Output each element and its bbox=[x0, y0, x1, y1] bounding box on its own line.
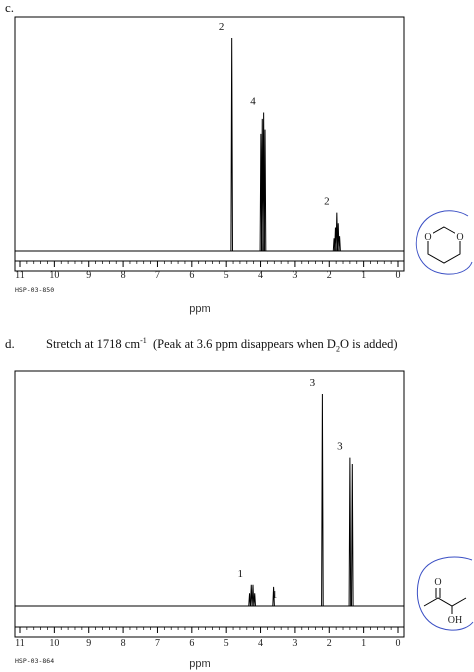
atom-o-carbonyl: O bbox=[434, 577, 441, 588]
x-tick-label-d-4: 7 bbox=[155, 638, 160, 649]
x-tick-label-d-7: 4 bbox=[258, 638, 263, 649]
x-tick-label-d-3: 8 bbox=[121, 638, 126, 649]
x-tick-label-c-0: 11 bbox=[15, 270, 25, 281]
annotation-circle-d bbox=[416, 556, 474, 631]
x-tick-label-c-11: 0 bbox=[396, 270, 401, 281]
spectrum-d-xlabel: ppm bbox=[189, 658, 210, 670]
spectrum-c-frame bbox=[14, 16, 405, 272]
spectrum-d-frame bbox=[14, 370, 405, 638]
x-tick-label-d-9: 2 bbox=[327, 638, 332, 649]
peak-d-4 bbox=[272, 586, 275, 607]
x-tick-label-c-10: 1 bbox=[361, 270, 366, 281]
peak-annotation-c-2: 2 bbox=[324, 196, 330, 208]
description-exponent: -1 bbox=[140, 336, 147, 345]
spectrum-d-code: HSP-03-864 bbox=[15, 657, 54, 665]
x-tick-label-d-0: 11 bbox=[15, 638, 25, 649]
x-tick-label-d-1: 10 bbox=[49, 638, 59, 649]
x-tick-label-d-10: 1 bbox=[361, 638, 366, 649]
description-prefix: Stretch at 1718 cm bbox=[46, 337, 141, 352]
peak-c-9 bbox=[338, 236, 341, 252]
atom-oh: OH bbox=[448, 615, 462, 626]
part-d-label: d. bbox=[5, 336, 15, 351]
x-tick-label-d-5: 6 bbox=[189, 638, 194, 649]
spectrum-c-xlabel: ppm bbox=[189, 303, 210, 315]
description-suffix: O is added) bbox=[339, 337, 398, 352]
x-tick-label-c-5: 6 bbox=[189, 270, 194, 281]
peak-d-2 bbox=[251, 584, 255, 607]
x-tick-label-c-3: 8 bbox=[121, 270, 126, 281]
x-tick-label-d-2: 9 bbox=[86, 638, 91, 649]
structure-c: O O bbox=[415, 210, 473, 275]
peak-annotation-d-2: 3 bbox=[310, 377, 316, 389]
peak-annotation-d-3: 3 bbox=[337, 441, 343, 453]
description-middle: (Peak at 3.6 ppm disappears when D bbox=[146, 337, 336, 352]
x-tick-label-c-4: 7 bbox=[155, 270, 160, 281]
atom-mask-2 bbox=[423, 231, 433, 241]
part-d-description: Stretch at 1718 cm-1 (Peak at 3.6 ppm di… bbox=[46, 336, 398, 354]
peak-d-7 bbox=[350, 463, 354, 607]
atom-o-left: O bbox=[424, 232, 431, 243]
peak-c-4 bbox=[263, 129, 267, 252]
part-c-label: c. bbox=[5, 0, 15, 15]
x-tick-label-d-8: 3 bbox=[292, 638, 297, 649]
atom-mask-1 bbox=[455, 231, 465, 241]
peak-d-3 bbox=[253, 593, 257, 607]
x-tick-label-c-7: 4 bbox=[258, 270, 263, 281]
peak-c-0 bbox=[230, 37, 233, 252]
peak-annotation-c-0: 2 bbox=[219, 21, 225, 33]
skeleton-bonds bbox=[423, 597, 467, 607]
peak-d-1 bbox=[249, 584, 253, 607]
peak-d-5 bbox=[321, 393, 324, 607]
structure-d: O OH bbox=[416, 556, 474, 631]
peak-annotation-d-0: 1 bbox=[237, 568, 243, 580]
x-tick-label-c-2: 9 bbox=[86, 270, 91, 281]
peak-c-8 bbox=[336, 223, 340, 252]
x-tick-label-c-8: 3 bbox=[292, 270, 297, 281]
atom-o-right: O bbox=[456, 232, 463, 243]
peak-d-0 bbox=[248, 593, 251, 607]
x-tick-label-c-9: 2 bbox=[327, 270, 332, 281]
annotation-circle-c bbox=[415, 210, 473, 275]
x-tick-label-c-1: 10 bbox=[49, 270, 59, 281]
x-tick-label-d-11: 0 bbox=[396, 638, 401, 649]
x-tick-label-c-6: 5 bbox=[224, 270, 229, 281]
spectrum-c-code: HSP-03-850 bbox=[15, 286, 54, 294]
peak-d-6 bbox=[348, 457, 352, 607]
description-subscript: 2 bbox=[335, 344, 340, 354]
x-tick-label-d-6: 5 bbox=[224, 638, 229, 649]
peak-annotation-d-1: 1 bbox=[272, 589, 278, 601]
peak-annotation-c-1: 4 bbox=[250, 96, 256, 108]
